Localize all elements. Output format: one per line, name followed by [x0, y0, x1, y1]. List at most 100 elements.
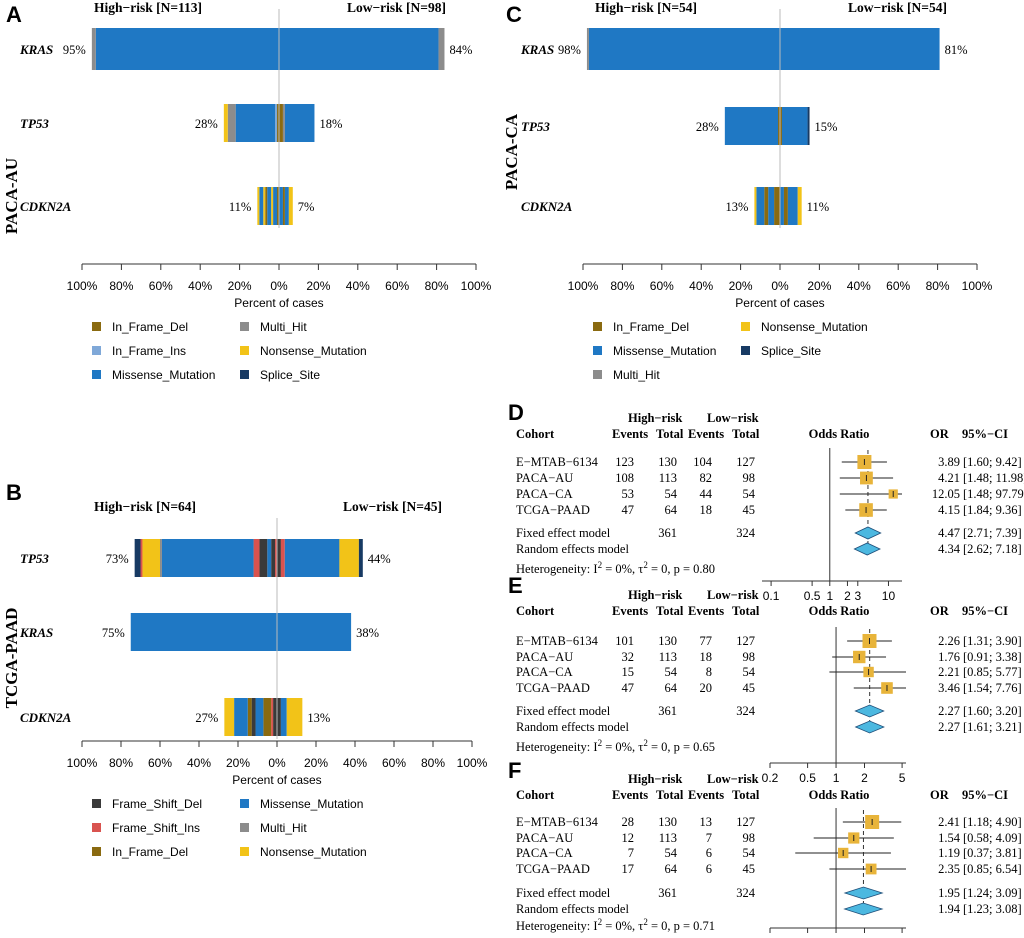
events-high-risk: 32 — [622, 650, 635, 664]
bar-segment-high-risk — [724, 107, 779, 145]
heterogeneity-tau-val: = 0, p = 0.65 — [648, 740, 715, 754]
legend-swatch — [92, 346, 101, 355]
panel-letter-c: C — [506, 2, 522, 27]
bar-segment-high-risk — [257, 187, 260, 225]
heterogeneity-tau-val: = 0, p = 0.80 — [648, 562, 715, 576]
high-risk-percent: 27% — [195, 711, 218, 725]
forest-x-tick-label: 1 — [826, 589, 833, 603]
x-tick-label: 60% — [385, 279, 409, 293]
high-risk-header: High−risk [N=113] — [94, 0, 202, 15]
bar-segment-low-risk — [282, 104, 285, 142]
bar-segment-high-risk — [588, 28, 780, 70]
bar-segment-high-risk — [768, 187, 775, 225]
low-risk-percent: 18% — [319, 117, 342, 131]
bar-segment-high-risk — [277, 187, 279, 225]
odds-ratio-value: 1.19 — [938, 846, 960, 860]
bar-segment-high-risk — [161, 539, 254, 577]
confidence-interval: [0.85; 5.77] — [963, 665, 1022, 679]
panel-letter-b: B — [6, 480, 22, 505]
odds-ratio-value: 3.89 — [938, 455, 960, 469]
high-risk-percent: 73% — [106, 552, 129, 566]
bar-segment-low-risk — [279, 187, 283, 225]
bar-segment-high-risk — [223, 104, 228, 142]
bar-segment-high-risk — [251, 698, 256, 736]
random-or-value: 1.94 — [938, 902, 961, 916]
random-effects-diamond — [854, 720, 885, 734]
x-tick-label: 80% — [109, 756, 133, 770]
random-ci: [1.61; 3.21] — [963, 720, 1022, 734]
odds-ratio-value: 2.21 — [938, 665, 960, 679]
fixed-total-low-risk: 324 — [736, 704, 756, 718]
x-tick-label: 40% — [346, 279, 370, 293]
forest-x-tick-label: 1 — [833, 771, 840, 785]
random-or-value: 2.27 — [938, 720, 960, 734]
fixed-or-value: 4.47 — [938, 526, 960, 540]
random-effects-diamond — [843, 902, 884, 916]
legend-swatch — [741, 322, 750, 331]
heterogeneity-tau: τ — [638, 740, 643, 754]
bar-segment-high-risk — [255, 698, 264, 736]
heterogeneity-i2-sup: 2 — [598, 738, 603, 748]
events-low-risk: 44 — [700, 487, 713, 501]
x-tick-label: 100% — [67, 279, 98, 293]
events-high-risk: 101 — [615, 634, 634, 648]
header-high-risk: High−risk — [628, 411, 682, 425]
header-low-risk: Low−risk — [707, 772, 759, 786]
bar-segment-high-risk — [754, 187, 757, 225]
x-tick-label: 0% — [771, 279, 789, 293]
fixed-effect-diamond — [854, 526, 882, 540]
fixed-effect-diamond — [843, 886, 884, 900]
study-name: E−MTAB−6134 — [516, 815, 599, 829]
legend-swatch — [593, 322, 602, 331]
high-risk-percent: 75% — [102, 626, 125, 640]
x-tick-label: 40% — [689, 279, 713, 293]
forest-x-tick-label: 5 — [899, 936, 906, 938]
bar-segment-high-risk — [277, 104, 279, 142]
events-low-risk: 104 — [693, 455, 713, 469]
forest-x-tick-label: 2 — [861, 771, 868, 785]
heterogeneity-i2-val: = 0%, — [602, 562, 638, 576]
panel-letter-d: D — [508, 400, 524, 425]
x-tick-label: 80% — [425, 279, 449, 293]
bar-segment-low-risk — [279, 28, 439, 70]
bar-segment-high-risk — [95, 28, 279, 70]
forest-x-tick-label: 0.1 — [763, 589, 780, 603]
legend-swatch — [593, 370, 602, 379]
forest-x-tick-label: 2 — [844, 589, 851, 603]
legend-label: Nonsense_Mutation — [260, 344, 367, 358]
bar-segment-low-risk — [783, 187, 788, 225]
x-tick-label: 100% — [67, 756, 98, 770]
gene-label: CDKN2A — [521, 199, 573, 214]
header-events-2: Events — [688, 604, 724, 618]
x-tick-label: 80% — [926, 279, 950, 293]
gene-label: TP53 — [20, 116, 49, 131]
total-high-risk: 113 — [659, 471, 677, 485]
bar-segment-high-risk — [273, 187, 278, 225]
header-cohort: Cohort — [516, 604, 555, 618]
gene-label: CDKN2A — [20, 199, 72, 214]
bar-segment-low-risk — [339, 539, 359, 577]
forest-x-tick-label: 0.5 — [799, 771, 816, 785]
bar-segment-high-risk — [273, 698, 277, 736]
x-tick-label: 40% — [187, 756, 211, 770]
total-low-risk: 98 — [743, 650, 756, 664]
legend-label: In_Frame_Del — [112, 320, 188, 334]
study-name: PACA−CA — [516, 846, 573, 860]
fixed-total-high-risk: 361 — [658, 886, 677, 900]
legend-swatch — [240, 370, 249, 379]
legend-label: In_Frame_Ins — [112, 344, 186, 358]
bar-segment-low-risk — [781, 107, 808, 145]
odds-ratio-value: 2.35 — [938, 862, 960, 876]
header-odds-ratio: Odds Ratio — [809, 788, 870, 802]
low-risk-percent: 84% — [449, 43, 472, 57]
odds-ratio-value: 4.15 — [938, 503, 960, 517]
study-name: E−MTAB−6134 — [516, 455, 599, 469]
total-high-risk: 113 — [659, 650, 677, 664]
heterogeneity-stat: Heterogeneity: I2 = 0%, τ2 = 0, p = 0.65 — [516, 738, 715, 754]
legend-label: Frame_Shift_Ins — [112, 821, 200, 835]
random-ci: [1.23; 3.08] — [963, 902, 1022, 916]
x-tick-label: 0% — [270, 279, 288, 293]
bar-segment-low-risk — [438, 28, 445, 70]
bar-segment-high-risk — [160, 539, 162, 577]
total-high-risk: 54 — [665, 487, 678, 501]
